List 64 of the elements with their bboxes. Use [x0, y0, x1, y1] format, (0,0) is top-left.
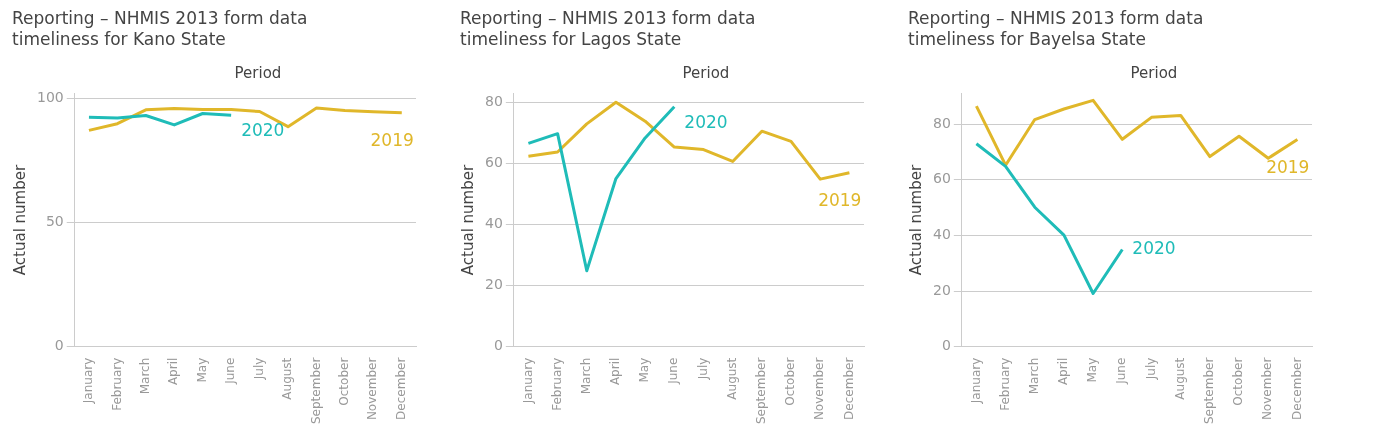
x-tick-label: July — [1143, 357, 1158, 381]
chart-title: Reporting – NHMIS 2013 form data timeliness for Lagos State — [459, 8, 757, 51]
x-tick-label: January — [968, 357, 983, 405]
x-tick-label: March — [1026, 357, 1041, 395]
chart-title: Reporting – NHMIS 2013 form data timeliness for Kano State — [11, 8, 309, 51]
x-tick-label: September — [308, 357, 323, 424]
x-tick-label: June — [666, 357, 681, 385]
x-axis-title: Period — [233, 64, 283, 82]
x-tick-label: November — [365, 357, 380, 421]
series-label: 2019 — [370, 129, 414, 150]
x-tick-label: November — [812, 357, 827, 421]
x-tick-label: October — [1231, 357, 1246, 406]
chart-title: Reporting – NHMIS 2013 form data timeliness for Bayelsa State — [907, 8, 1205, 51]
y-tick-label: 50 — [45, 213, 64, 230]
y-tick-label: 60 — [484, 154, 503, 171]
x-tick-label: October — [783, 357, 798, 406]
x-tick-label: February — [109, 357, 124, 411]
series-label: 2019 — [818, 189, 862, 210]
series-label: 2020 — [1132, 237, 1176, 258]
x-axis-title: Period — [1129, 64, 1179, 82]
x-tick-label: March — [578, 357, 593, 395]
y-tick-label: 0 — [493, 337, 503, 354]
x-tick-label: April — [608, 357, 623, 386]
y-tick-label: 40 — [932, 225, 951, 242]
x-tick-label: September — [753, 357, 768, 424]
x-tick-label: February — [997, 357, 1012, 411]
y-tick-label: 20 — [932, 281, 951, 298]
x-tick-label: February — [549, 357, 564, 411]
y-tick-label: 100 — [36, 89, 64, 106]
x-tick-label: December — [841, 357, 856, 420]
x-tick-label: October — [337, 357, 352, 406]
x-tick-label: December — [393, 357, 408, 420]
y-tick-label: 0 — [54, 337, 64, 354]
x-tick-label: April — [166, 357, 181, 386]
x-tick-label: April — [1056, 357, 1071, 386]
x-tick-label: July — [251, 357, 266, 381]
y-tick-label: 80 — [932, 114, 951, 131]
x-tick-label: August — [724, 357, 739, 400]
x-tick-label: March — [137, 357, 152, 395]
x-tick-label: January — [520, 357, 535, 405]
series-label: 2020 — [684, 111, 728, 132]
series-label: 2019 — [1266, 156, 1310, 177]
y-tick-label: 0 — [941, 337, 951, 354]
x-tick-label: January — [81, 357, 96, 405]
y-tick-label: 80 — [484, 93, 503, 110]
x-tick-label: May — [194, 357, 209, 383]
x-tick-label: August — [280, 357, 295, 400]
x-tick-label: June — [1114, 357, 1129, 385]
x-tick-label: May — [1085, 357, 1100, 383]
x-tick-label: August — [1172, 357, 1187, 400]
x-tick-label: May — [637, 357, 652, 383]
y-tick-label: 40 — [484, 215, 503, 232]
y-axis-title: Actual number — [10, 164, 29, 276]
x-tick-label: September — [1201, 357, 1216, 424]
x-tick-label: November — [1260, 357, 1275, 421]
y-axis-title: Actual number — [906, 164, 925, 276]
y-tick-label: 60 — [932, 170, 951, 187]
y-tick-label: 20 — [484, 276, 503, 293]
x-axis-title: Period — [681, 64, 731, 82]
x-tick-label: July — [695, 357, 710, 381]
y-axis-title: Actual number — [458, 164, 477, 276]
x-tick-label: December — [1289, 357, 1304, 420]
series-label: 2020 — [241, 120, 285, 141]
x-tick-label: June — [223, 357, 238, 385]
